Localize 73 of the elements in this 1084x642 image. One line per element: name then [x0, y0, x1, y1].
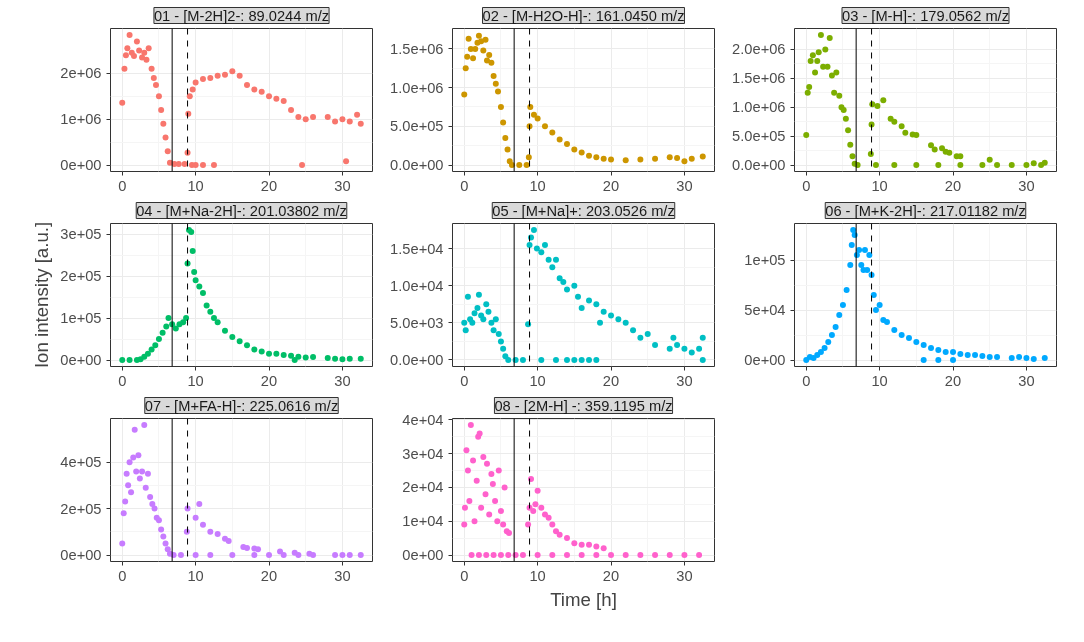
y-tick-label: 5.0e+03	[390, 314, 444, 331]
chart-title: 03 - [M-H]-: 179.0562 m/z	[842, 7, 1009, 24]
y-tick-label: 2e+06	[60, 65, 102, 82]
y-tick-label: 0e+00	[402, 547, 444, 563]
y-tick-label: 0e+00	[60, 157, 102, 173]
x-tick-label: 20	[260, 372, 278, 389]
y-tick-label: 1e+06	[60, 111, 102, 128]
chart-title: 07 - [M+FA-H]-: 225.0616 m/z	[144, 397, 339, 414]
y-tick-label: 1.5e+06	[732, 70, 786, 87]
y-tick-label: 0.0e+00	[732, 157, 786, 173]
y-tick-label: 4e+05	[60, 454, 102, 471]
x-tick-label: 20	[602, 372, 620, 389]
chart-title: 02 - [M-H2O-H]-: 161.0450 m/z	[482, 7, 685, 24]
x-tick-label: 30	[1018, 177, 1035, 194]
y-tick-label: 2e+05	[60, 500, 102, 517]
x-tick-label: 0	[460, 567, 469, 584]
y-tick-label: 5.0e+05	[732, 128, 786, 145]
y-axis-title: Ion intensity [a.u.]	[31, 221, 53, 369]
y-tick-label: 3e+05	[60, 226, 102, 243]
x-tick-label: 0	[118, 567, 127, 584]
x-tick-label: 30	[334, 177, 351, 194]
x-axis-title: Time [h]	[550, 588, 617, 610]
x-tick-label: 20	[602, 177, 620, 194]
x-tick-label: 10	[529, 567, 546, 584]
y-tick-label: 0e+00	[744, 352, 786, 368]
x-tick-label: 10	[187, 372, 204, 389]
x-tick-label: 20	[944, 372, 962, 389]
y-tick-label: 1e+04	[402, 513, 444, 530]
y-tick-label: 1.0e+06	[732, 99, 786, 116]
x-tick-label: 0	[802, 177, 811, 194]
y-tick-label: 0e+00	[60, 547, 102, 563]
x-tick-label: 10	[187, 567, 204, 584]
x-tick-label: 0	[118, 372, 127, 389]
x-tick-label: 10	[871, 372, 888, 389]
chart-title: 01 - [M-2H]2-: 89.0244 m/z	[153, 7, 330, 24]
y-tick-label: 5e+04	[744, 302, 786, 318]
x-tick-label: 30	[676, 177, 693, 194]
x-tick-label: 20	[260, 567, 278, 584]
x-tick-label: 20	[602, 567, 620, 584]
y-tick-label: 1e+05	[60, 310, 102, 327]
y-tick-label: 0.0e+00	[390, 157, 444, 173]
x-tick-label: 10	[871, 177, 888, 194]
y-tick-label: 1.0e+04	[390, 277, 444, 294]
chart-title: 08 - [2M-H] -: 359.1195 m/z	[494, 397, 673, 414]
chart-title: 04 - [M+Na-2H]-: 201.03802 m/z	[136, 202, 347, 219]
y-tick-label: 0e+00	[60, 352, 102, 368]
x-tick-label: 0	[460, 177, 469, 194]
x-tick-label: 30	[1018, 372, 1035, 389]
x-tick-label: 20	[944, 177, 962, 194]
x-tick-label: 30	[334, 567, 351, 584]
y-tick-label: 5.0e+05	[390, 118, 444, 135]
chart-title: 05 - [M+Na]+: 203.0526 m/z	[492, 202, 675, 219]
x-tick-label: 30	[676, 567, 693, 584]
x-tick-label: 10	[187, 177, 204, 194]
x-tick-label: 0	[460, 372, 469, 389]
y-tick-label: 2.0e+06	[732, 41, 786, 58]
x-tick-label: 30	[334, 372, 351, 389]
y-tick-label: 1.5e+06	[390, 40, 444, 57]
chart-title: 06 - [M+K-2H]-: 217.01182 m/z	[825, 202, 1026, 219]
x-tick-label: 30	[676, 372, 693, 389]
y-tick-label: 4e+04	[402, 411, 444, 428]
x-tick-label: 10	[529, 372, 546, 389]
y-tick-label: 1.0e+06	[390, 79, 444, 96]
y-tick-label: 1e+05	[744, 252, 786, 268]
x-tick-label: 20	[260, 177, 278, 194]
x-tick-label: 0	[802, 372, 811, 389]
y-tick-label: 2e+04	[402, 479, 444, 496]
y-tick-label: 3e+04	[402, 445, 444, 462]
y-tick-label: 2e+05	[60, 268, 102, 285]
y-tick-label: 1.5e+04	[390, 240, 444, 257]
y-tick-label: 0.0e+00	[390, 351, 444, 368]
x-tick-label: 0	[118, 177, 127, 194]
x-tick-label: 10	[529, 177, 546, 194]
